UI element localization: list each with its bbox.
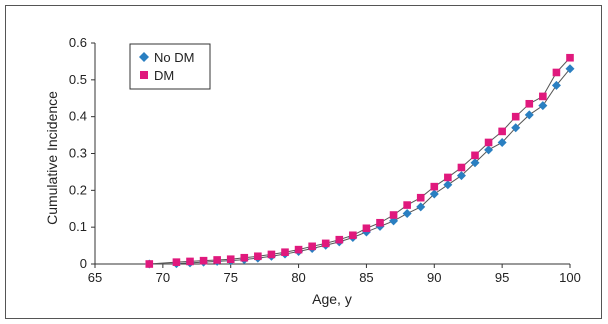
- x-tick-label: 100: [559, 270, 581, 285]
- x-axis-title: Age, y: [312, 291, 352, 307]
- data-point-no-dm: [416, 202, 426, 212]
- data-point-dm: [566, 53, 574, 62]
- data-point-dm: [403, 201, 411, 209]
- data-point-dm: [254, 252, 262, 261]
- data-point-dm: [294, 245, 303, 254]
- data-point-dm: [281, 248, 289, 257]
- legend-label-dm: DM: [154, 68, 174, 83]
- data-point-dm: [226, 255, 235, 264]
- data-point-dm: [186, 257, 194, 266]
- data-point-no-dm: [470, 158, 480, 168]
- data-point-dm: [484, 138, 493, 147]
- data-point-no-dm: [456, 171, 466, 181]
- data-point-dm: [444, 173, 452, 182]
- data-point-dm: [416, 193, 425, 202]
- data-point-no-dm: [443, 180, 453, 190]
- y-tick-label: 0: [80, 256, 87, 271]
- data-point-dm: [552, 68, 561, 77]
- y-tick-label: 0.4: [69, 109, 87, 124]
- data-point-dm: [240, 253, 249, 262]
- data-point-no-dm: [511, 123, 521, 133]
- legend-marker-no-dm: [139, 52, 149, 62]
- data-point-dm: [457, 163, 466, 172]
- x-tick-label: 90: [427, 270, 441, 285]
- x-tick-label: 95: [495, 270, 509, 285]
- data-point-dm: [308, 242, 316, 251]
- data-point-dm: [539, 92, 547, 101]
- data-point-dm: [376, 218, 384, 227]
- data-point-no-dm: [484, 145, 494, 155]
- y-axis-title: Cumulative Incidence: [44, 91, 60, 225]
- data-point-no-dm: [497, 137, 507, 147]
- series-line-dm: [149, 57, 571, 265]
- data-point-no-dm: [429, 189, 439, 199]
- data-point-dm: [213, 256, 221, 264]
- data-point-dm: [362, 224, 371, 233]
- data-point-dm: [145, 260, 154, 268]
- data-point-dm: [525, 99, 534, 108]
- data-point-no-dm: [565, 64, 575, 74]
- legend-marker-dm: [140, 71, 148, 79]
- x-tick-label: 75: [223, 270, 237, 285]
- data-point-no-dm: [538, 101, 548, 111]
- y-tick-label: 0.5: [69, 72, 87, 87]
- data-point-dm: [267, 250, 276, 259]
- data-point-dm: [335, 235, 344, 244]
- series-layer: [144, 53, 575, 269]
- x-tick-label: 65: [88, 270, 102, 285]
- ticks: 0 0.1 0.2 0.3 0.4 0.5 0.6 65 70 75 80 85 90 95 100: [69, 35, 581, 285]
- x-tick-label: 70: [156, 270, 170, 285]
- data-point-dm: [511, 112, 520, 121]
- series-line-no-dm: [149, 68, 571, 265]
- data-point-dm: [389, 211, 398, 219]
- y-tick-label: 0.3: [69, 146, 87, 161]
- data-point-dm: [471, 151, 479, 160]
- data-point-dm: [430, 182, 439, 191]
- data-point-no-dm: [551, 80, 561, 90]
- data-point-dm: [349, 231, 357, 240]
- legend: No DM DM: [129, 43, 211, 90]
- legend-box: [129, 43, 211, 90]
- y-tick-label: 0.1: [69, 219, 87, 234]
- y-tick-label: 0.2: [69, 182, 87, 197]
- x-tick-label: 80: [291, 270, 305, 285]
- data-point-no-dm: [524, 110, 534, 120]
- data-point-dm: [498, 127, 506, 136]
- data-point-dm: [321, 239, 330, 248]
- data-point-no-dm: [402, 209, 412, 219]
- x-tick-label: 85: [359, 270, 373, 285]
- data-point-dm: [172, 258, 181, 266]
- data-point-dm: [199, 256, 208, 265]
- y-tick-label: 0.6: [69, 35, 87, 50]
- legend-label-no-dm: No DM: [154, 50, 194, 65]
